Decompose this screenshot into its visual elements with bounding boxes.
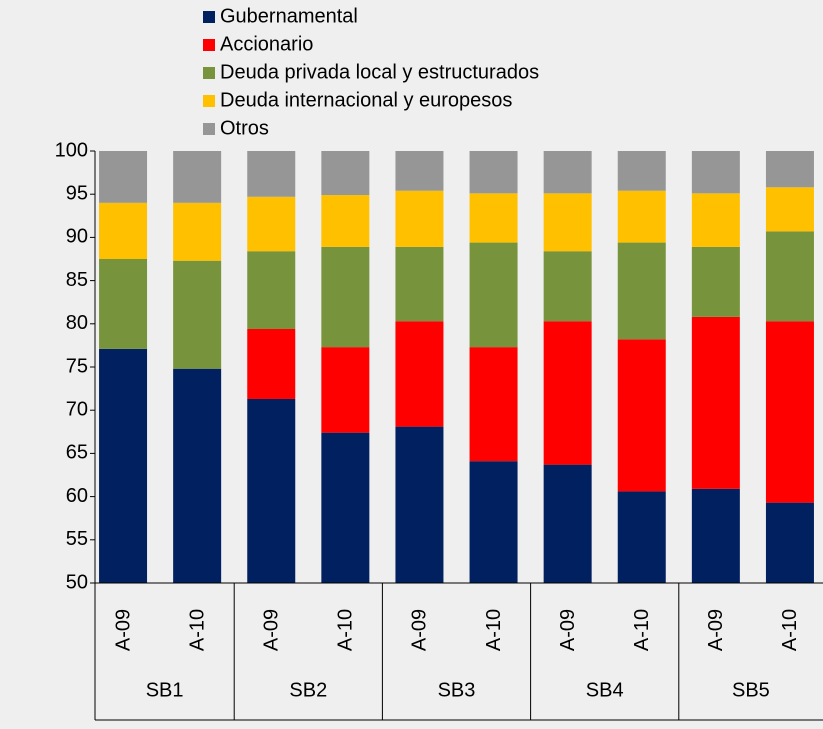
x-tick-label: A-10 [483,609,505,651]
bar-segment [395,151,444,191]
bar-segment [469,242,518,348]
bar-segment [173,202,222,261]
bar-segment [173,260,222,369]
bar-segment [99,259,148,349]
bar-segment [765,502,814,583]
bar-segment [617,190,666,243]
bar-segment [469,151,518,194]
legend-swatch [203,95,215,107]
y-tick-label: 70 [66,398,88,420]
bar-segment [691,316,740,489]
bar-segment [247,251,296,329]
group-label: SB5 [732,679,770,701]
bar-segment [247,328,296,399]
bar-segment [99,151,148,203]
bar-segment [247,398,296,583]
y-tick-label: 95 [66,182,88,204]
group-label: SB3 [438,679,476,701]
bar-segment [543,193,592,252]
bar-segment [617,151,666,191]
bar-segment [617,491,666,583]
legend-label: Gubernamental [220,5,358,27]
bar-segment [321,151,370,196]
bar-segment [469,461,518,583]
x-tick-label: A-09 [112,609,134,651]
bar-segment [321,432,370,583]
bar-segment [395,190,444,247]
group-label: SB2 [289,679,327,701]
y-tick-label: 100 [55,139,88,161]
bar-segment [321,246,370,348]
bar-segment [765,321,814,503]
x-tick-label: A-09 [409,609,431,651]
x-tick-label: A-10 [779,609,801,651]
group-label: SB1 [146,679,184,701]
bar-segment [99,348,148,583]
bar-segment [395,426,444,583]
bar-segment [765,187,814,232]
legend-swatch [203,67,215,79]
bar-segment [173,368,222,583]
x-tick-label: A-09 [261,609,283,651]
legend-label: Accionario [220,33,313,55]
y-tick-label: 80 [66,312,88,334]
bar-segment [691,246,740,317]
y-tick-label: 85 [66,269,88,291]
bar-segment [247,151,296,197]
bar-segment [617,242,666,340]
bar-segment [469,193,518,243]
bar-segment [469,347,518,462]
y-tick-label: 60 [66,485,88,507]
group-label: SB4 [586,679,624,701]
y-tick-label: 65 [66,442,88,464]
x-tick-label: A-10 [186,609,208,651]
bar-segment [543,321,592,465]
bar-segment [765,151,814,188]
bar-segment [543,151,592,194]
x-tick-label: A-10 [631,609,653,651]
bar-segment [321,195,370,247]
legend-swatch [203,123,215,135]
bar-segment [395,321,444,427]
bar-segment [617,339,666,492]
bar-segment [321,347,370,433]
bar-segment [543,251,592,322]
y-tick-label: 75 [66,355,88,377]
bar-segment [543,464,592,583]
legend-label: Deuda internacional y europesos [220,89,512,111]
bar-segment [691,151,740,194]
x-tick-label: A-09 [557,609,579,651]
legend-swatch [203,39,215,51]
bar-segment [691,488,740,583]
legend-swatch [203,11,215,23]
bar-segment [99,202,148,259]
legend-label: Deuda privada local y estructurados [220,61,539,83]
bar-segment [173,151,222,203]
bar-segment [691,193,740,247]
bar-segment [765,231,814,322]
y-tick-label: 90 [66,226,88,248]
y-tick-label: 55 [66,528,88,550]
bar-segment [247,196,296,252]
legend-label: Otros [220,117,269,139]
bar-segment [395,246,444,322]
y-tick-label: 50 [66,571,88,593]
x-tick-label: A-09 [705,609,727,651]
x-tick-label: A-10 [335,609,357,651]
